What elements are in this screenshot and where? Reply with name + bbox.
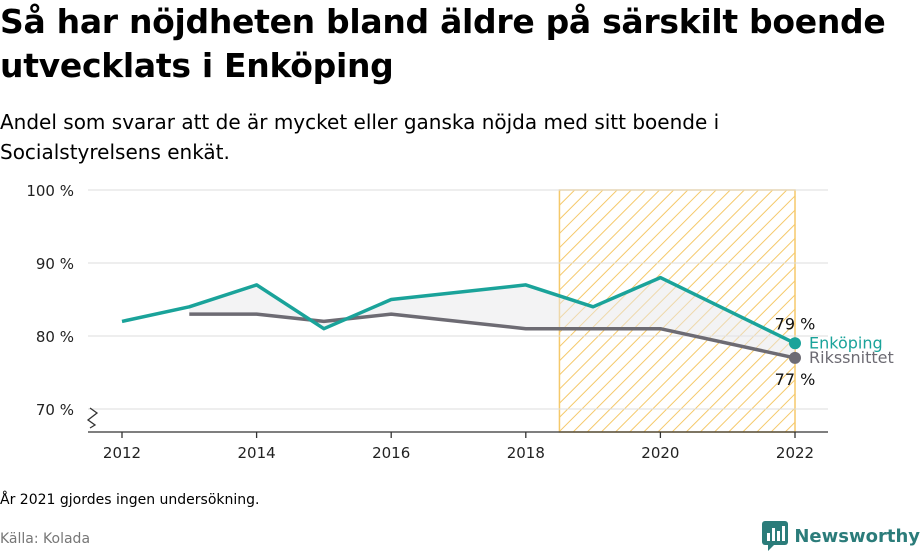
end-value-label-rikssnittet: 77 % <box>775 370 816 389</box>
series-line-enkoping <box>121 275 796 345</box>
series-name-enkoping: Enköping <box>809 333 883 352</box>
footnote: År 2021 gjordes ingen undersökning. <box>0 492 260 508</box>
difference-area <box>189 277 796 358</box>
series-name-rikssnittet: Rikssnittet <box>809 348 894 367</box>
chart-subtitle: Andel som svarar att de är mycket eller … <box>0 110 720 164</box>
x-tick-label: 2020 <box>641 444 679 462</box>
y-tick-label: 80 % <box>36 328 74 346</box>
end-point-rikssnittet <box>789 351 801 364</box>
x-tick-label: 2012 <box>103 444 141 462</box>
x-tick-label: 2022 <box>776 444 814 462</box>
axis-break-icon <box>86 407 99 429</box>
source-text: Källa: Kolada <box>0 531 91 547</box>
y-tick-label: 70 % <box>36 401 74 419</box>
y-tick-label: 100 % <box>26 182 74 200</box>
y-tick-label: 90 % <box>36 255 74 273</box>
x-tick-label: 2016 <box>372 444 410 462</box>
end-value-label-enkoping: 79 % <box>775 314 816 333</box>
line-chart: 70 % 80 % 90 % 100 % 2012 2014 2016 2018 2020 20… <box>26 182 894 462</box>
x-tick-label: 2018 <box>507 444 545 462</box>
brand-name: Newsworthy <box>794 525 920 547</box>
chart-title: Så har nöjdheten bland äldre på särskilt… <box>0 2 886 85</box>
newsworthy-icon <box>762 521 789 551</box>
end-point-enkoping <box>789 337 801 350</box>
series-line-rikssnittet <box>189 312 796 360</box>
x-tick-label: 2014 <box>238 444 276 462</box>
newsworthy-logo: Newsworthy <box>762 520 920 552</box>
